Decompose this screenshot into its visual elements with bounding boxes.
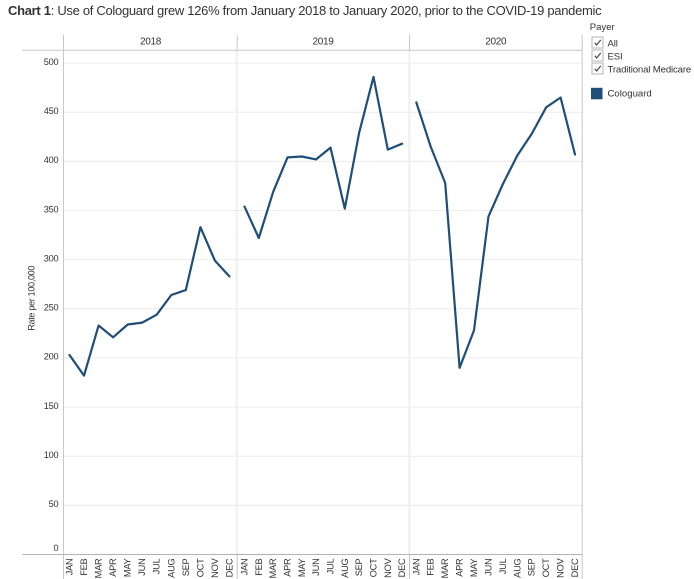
svg-text:NOV: NOV xyxy=(556,557,566,577)
svg-text:NOV: NOV xyxy=(383,557,393,577)
svg-text:JAN: JAN xyxy=(411,559,421,576)
svg-text:SEP: SEP xyxy=(181,558,191,576)
svg-text:SEP: SEP xyxy=(354,558,364,576)
svg-text:AUG: AUG xyxy=(340,558,350,577)
svg-text:FEB: FEB xyxy=(79,558,89,575)
svg-text:JUL: JUL xyxy=(326,558,336,574)
svg-text:400: 400 xyxy=(44,155,59,165)
svg-text:Chart 1: Use of Cologuard grew: Chart 1: Use of Cologuard grew 126% from… xyxy=(8,3,602,18)
svg-text:OCT: OCT xyxy=(541,558,551,577)
svg-text:All: All xyxy=(608,38,618,49)
svg-text:Payer: Payer xyxy=(590,22,616,33)
svg-text:MAY: MAY xyxy=(297,558,307,577)
svg-text:450: 450 xyxy=(44,106,59,116)
svg-text:JAN: JAN xyxy=(65,559,75,576)
svg-text:FEB: FEB xyxy=(426,558,436,575)
svg-text:100: 100 xyxy=(44,450,59,460)
svg-text:Cologuard: Cologuard xyxy=(608,88,652,99)
svg-text:MAY: MAY xyxy=(469,558,479,577)
svg-text:0: 0 xyxy=(54,543,59,553)
svg-text:2018: 2018 xyxy=(140,37,162,48)
svg-text:APR: APR xyxy=(455,558,465,577)
svg-text:2020: 2020 xyxy=(485,37,507,48)
svg-text:500: 500 xyxy=(44,57,59,67)
svg-text:MAY: MAY xyxy=(123,558,133,577)
svg-text:SEP: SEP xyxy=(527,558,537,576)
svg-text:MAR: MAR xyxy=(268,558,278,578)
svg-text:ESI: ESI xyxy=(608,51,623,62)
svg-text:APR: APR xyxy=(108,558,118,577)
svg-text:350: 350 xyxy=(44,204,59,214)
svg-text:APR: APR xyxy=(283,558,293,577)
svg-text:MAR: MAR xyxy=(94,558,104,578)
svg-text:OCT: OCT xyxy=(369,558,379,577)
svg-text:50: 50 xyxy=(49,499,59,509)
svg-text:OCT: OCT xyxy=(195,558,205,577)
svg-text:JUN: JUN xyxy=(484,559,494,576)
svg-text:JUN: JUN xyxy=(137,559,147,576)
svg-text:DEC: DEC xyxy=(224,558,234,577)
svg-text:JUL: JUL xyxy=(152,558,162,574)
svg-text:AUG: AUG xyxy=(166,558,176,577)
svg-text:DEC: DEC xyxy=(397,558,407,577)
svg-text:300: 300 xyxy=(44,254,59,264)
svg-text:AUG: AUG xyxy=(512,558,522,577)
svg-text:150: 150 xyxy=(44,401,59,411)
svg-text:NOV: NOV xyxy=(210,557,220,577)
svg-text:250: 250 xyxy=(44,303,59,313)
svg-text:MAR: MAR xyxy=(440,558,450,578)
svg-text:DEC: DEC xyxy=(570,558,580,577)
svg-text:JAN: JAN xyxy=(240,559,250,576)
svg-text:FEB: FEB xyxy=(254,558,264,575)
svg-text:200: 200 xyxy=(44,352,59,362)
svg-text:2019: 2019 xyxy=(312,37,334,48)
svg-text:Rate per 100,000: Rate per 100,000 xyxy=(27,266,37,331)
svg-text:JUN: JUN xyxy=(311,559,321,576)
svg-text:Traditional Medicare: Traditional Medicare xyxy=(608,64,692,75)
svg-text:JUL: JUL xyxy=(498,558,508,574)
